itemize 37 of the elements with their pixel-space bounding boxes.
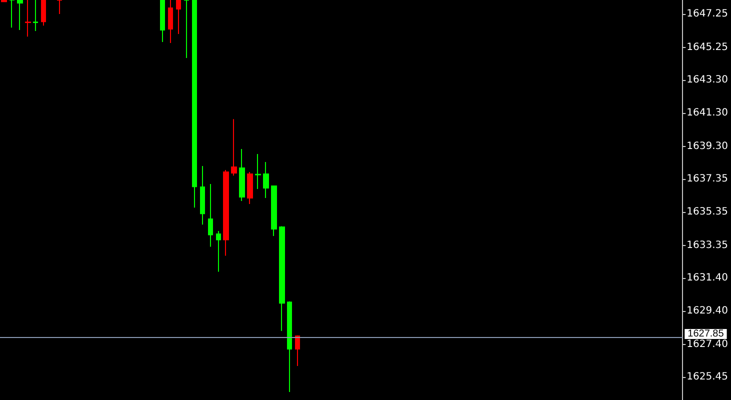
candlestick <box>9 0 15 28</box>
y-tick-label: 1635.35 <box>686 206 728 218</box>
candlestick <box>279 226 285 332</box>
y-tick-label: 1629.40 <box>686 306 728 317</box>
candlestick <box>25 0 31 38</box>
candlestick <box>176 0 181 34</box>
candlestick <box>208 184 213 248</box>
candlestick <box>184 0 189 58</box>
candlestick <box>41 0 46 26</box>
y-tick-label: 1641.30 <box>686 108 728 119</box>
y-tick-label: 1643.30 <box>686 74 728 86</box>
candlestick <box>223 170 229 256</box>
y-tick-label: 1647.25 <box>686 8 728 20</box>
y-tick-label: 1627.40 <box>686 339 728 350</box>
candlestick <box>247 172 253 204</box>
candlestick <box>287 300 292 393</box>
candlestick <box>200 166 205 226</box>
y-tick-label: 1625.45 <box>686 372 728 383</box>
candlestick <box>239 148 245 202</box>
candlestick <box>17 0 23 30</box>
candlestick <box>231 118 237 176</box>
candlestick <box>192 0 197 208</box>
y-tick-label: 1631.40 <box>686 272 728 284</box>
candlestick <box>216 230 221 272</box>
y-tick-label: 1639.30 <box>686 140 728 152</box>
candlestick <box>168 0 173 44</box>
candlestick <box>295 334 300 367</box>
y-tick-label: 1637.35 <box>686 173 728 184</box>
candlestick <box>263 162 269 198</box>
y-tick-label: 1645.25 <box>686 42 728 53</box>
candlestick <box>33 0 38 32</box>
candlestick <box>57 0 62 14</box>
candlestick <box>255 154 261 190</box>
candlestick <box>271 186 277 236</box>
y-tick-label: 1633.35 <box>686 240 728 251</box>
candlestick <box>160 0 165 42</box>
ref-line-label: 1627.85 <box>688 328 724 340</box>
